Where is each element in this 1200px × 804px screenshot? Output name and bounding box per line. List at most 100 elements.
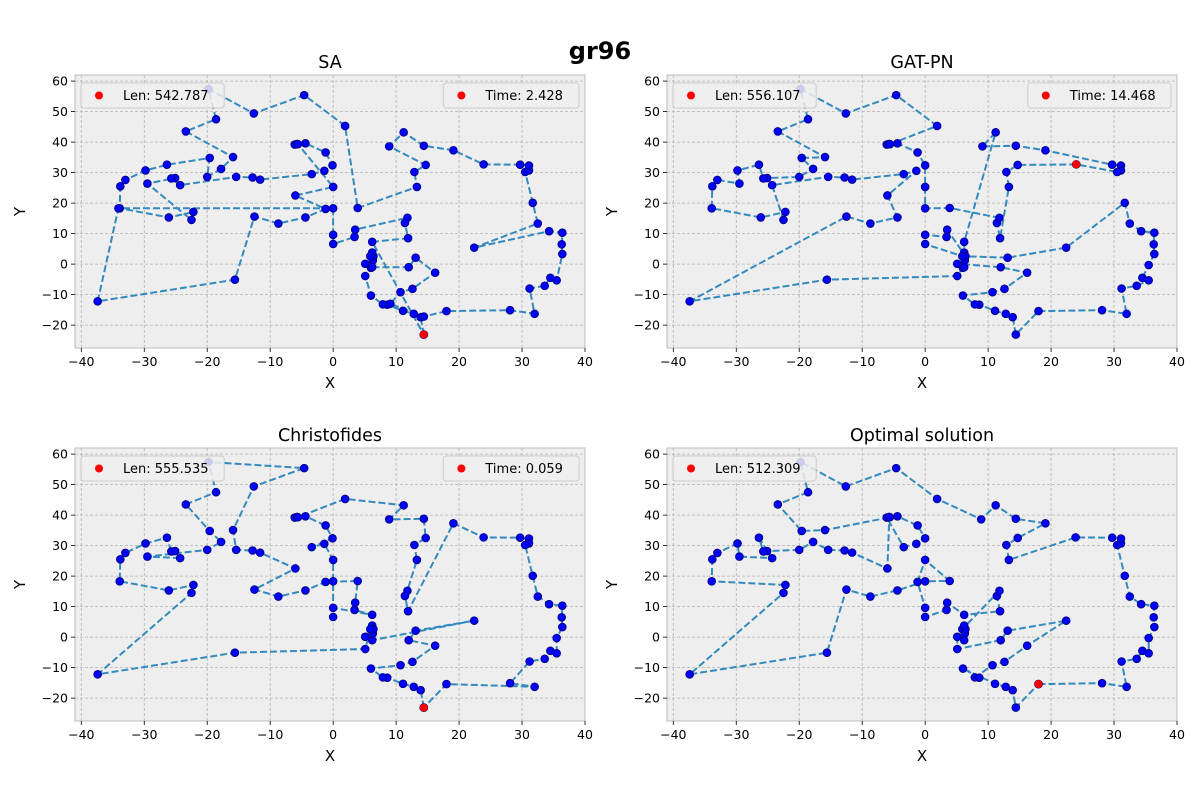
city-point — [403, 233, 413, 243]
city-point — [1117, 657, 1126, 666]
city-point — [1022, 268, 1032, 277]
x-tick-label: −10 — [849, 354, 875, 369]
city-point — [552, 633, 561, 643]
city-point — [515, 160, 525, 169]
city-point — [808, 537, 818, 547]
city-point — [249, 482, 259, 491]
x-tick-label: −10 — [257, 727, 283, 742]
city-point — [1061, 616, 1071, 625]
city-point — [93, 297, 102, 306]
subplot-3: −40 −30 −20 −10 0 10 20 30 40 −20 −10 0 10 20 30 40 50 60… — [603, 426, 1185, 765]
city-point — [360, 632, 370, 642]
city-point — [164, 213, 174, 222]
city-point — [847, 548, 857, 557]
y-tick-label: 20 — [52, 196, 68, 211]
y-tick-label: −20 — [42, 691, 68, 706]
city-point — [822, 275, 832, 284]
city-point — [530, 682, 539, 692]
y-tick-label: 20 — [644, 196, 660, 211]
city-point — [1071, 533, 1080, 542]
legend-length-text: Len: 556.107 — [715, 89, 801, 104]
city-point — [893, 139, 902, 148]
city-point — [995, 233, 1005, 243]
legend-time-text: Time: 2.428 — [484, 89, 563, 104]
city-point — [1008, 685, 1017, 695]
city-point — [202, 545, 212, 555]
city-point — [301, 512, 310, 521]
city-point — [713, 548, 722, 558]
city-point — [231, 172, 241, 182]
city-point — [116, 555, 125, 564]
city-point — [409, 682, 419, 692]
city-point — [419, 312, 429, 321]
city-point — [759, 547, 768, 556]
city-point — [181, 127, 191, 136]
legend-length-text: Len: 512.309 — [715, 462, 801, 477]
x-tick-label: −30 — [131, 727, 157, 742]
city-point — [803, 487, 813, 497]
city-point — [1107, 160, 1117, 169]
y-tick-label: 60 — [52, 74, 68, 89]
city-point — [912, 539, 921, 549]
x-tick-label: −30 — [723, 727, 749, 742]
city-point — [891, 463, 901, 473]
city-point — [884, 512, 894, 522]
subplot-title: SA — [318, 53, 341, 73]
city-point — [1150, 601, 1159, 610]
city-point — [442, 679, 451, 689]
city-point — [384, 515, 394, 524]
city-point — [1150, 228, 1159, 237]
city-point — [121, 548, 130, 558]
city-point — [1011, 514, 1021, 524]
city-point — [299, 463, 309, 473]
city-point — [328, 612, 338, 622]
city-point — [976, 515, 986, 524]
city-point — [1061, 243, 1071, 252]
city-point — [945, 203, 955, 213]
city-point — [995, 586, 1004, 596]
city-point — [945, 576, 955, 586]
city-point — [540, 654, 550, 664]
city-point — [408, 284, 417, 294]
city-point — [412, 555, 422, 565]
city-point — [170, 546, 180, 556]
city-point — [773, 127, 783, 136]
city-point — [920, 239, 930, 249]
city-point — [231, 545, 241, 555]
city-point — [1144, 648, 1153, 658]
city-point — [328, 239, 338, 249]
city-point — [1001, 682, 1011, 692]
x-tick-label: 0 — [329, 727, 337, 742]
x-tick-label: 20 — [1043, 354, 1059, 369]
legend-length: Len: 512.309 — [672, 455, 817, 482]
city-point — [1011, 141, 1021, 151]
plot-area — [667, 448, 1177, 721]
city-point — [866, 592, 875, 601]
city-point — [781, 207, 790, 217]
city-point — [350, 232, 359, 242]
city-point — [932, 494, 942, 504]
city-point — [713, 175, 722, 185]
city-point — [410, 540, 419, 550]
city-point — [530, 309, 539, 319]
city-point — [707, 203, 717, 213]
city-point — [1097, 678, 1107, 688]
city-point — [952, 644, 962, 654]
city-point — [293, 139, 303, 149]
city-point — [1000, 657, 1009, 667]
city-point — [216, 164, 226, 174]
y-axis-label: Y — [11, 206, 29, 217]
city-point — [366, 291, 376, 300]
city-point — [307, 169, 317, 179]
city-point — [958, 664, 968, 673]
city-point — [230, 648, 240, 657]
city-point — [249, 109, 259, 118]
x-tick-label: −10 — [257, 354, 283, 369]
legend-length-text: Len: 542.787 — [123, 89, 209, 104]
city-point — [520, 540, 530, 550]
city-point — [228, 152, 238, 162]
city-point — [840, 173, 849, 182]
city-point — [1122, 309, 1131, 319]
city-point — [410, 167, 419, 177]
y-tick-label: −20 — [634, 318, 660, 333]
